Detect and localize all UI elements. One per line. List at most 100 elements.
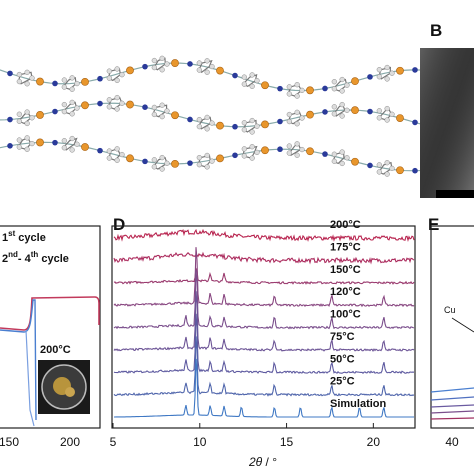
cu-atom [261, 146, 269, 155]
c-atom [196, 123, 202, 130]
c-atom [339, 88, 345, 94]
trace-label: 75°C [330, 331, 355, 343]
trace [430, 396, 474, 401]
cu-atom [396, 114, 404, 122]
c-atom [389, 111, 395, 117]
cu-atom [261, 120, 269, 129]
ring [241, 74, 258, 88]
x-tick-label: 15 [280, 435, 294, 449]
c-atom [16, 111, 22, 117]
ring [152, 156, 168, 170]
c-atom [114, 77, 120, 84]
trace-label: 50°C [330, 353, 355, 365]
c-atom [159, 166, 165, 172]
n-atom [412, 119, 418, 126]
cu-atom [396, 66, 404, 75]
pxrd-trace [114, 358, 414, 418]
c-atom [389, 165, 395, 172]
c-atom [114, 146, 120, 152]
n-atom [142, 63, 148, 70]
c-atom [339, 76, 345, 83]
trace [430, 417, 474, 420]
c-atom [249, 129, 255, 135]
c-atom [69, 86, 75, 92]
c-atom [241, 120, 247, 126]
c-atom [24, 81, 30, 87]
ring [198, 59, 213, 74]
ring [287, 111, 303, 125]
x-tick-label: 20 [367, 435, 381, 449]
c-atom [164, 160, 170, 166]
c-atom [61, 84, 67, 90]
cu-atom [216, 66, 224, 75]
cu-atom [81, 77, 89, 86]
c-atom [384, 105, 390, 112]
cu-atom [351, 106, 359, 115]
c-atom [294, 82, 300, 88]
n-atom [187, 116, 193, 123]
c-atom [69, 75, 75, 81]
c-atom [151, 164, 157, 170]
panel-letter: D [113, 215, 125, 234]
c-atom [389, 70, 395, 76]
c-atom [151, 111, 157, 118]
c-atom [164, 61, 170, 67]
c-atom [209, 158, 215, 164]
c-atom [344, 155, 350, 161]
c-atom [74, 105, 80, 111]
c-atom [69, 99, 75, 106]
n-atom [142, 104, 148, 111]
cu-atom [306, 110, 314, 119]
c-atom [331, 79, 337, 85]
cu-atom [171, 59, 179, 67]
c-atom [204, 164, 210, 170]
c-atom [204, 58, 210, 64]
c-atom [159, 55, 165, 61]
c-atom [106, 97, 112, 103]
plot-frame [111, 225, 416, 429]
cu-atom [216, 121, 224, 130]
crystals [65, 387, 75, 397]
c-atom [209, 63, 215, 70]
trace-label: 25°C [330, 376, 355, 388]
c-atom [159, 113, 165, 120]
c-atom [249, 72, 255, 78]
c-atom [119, 100, 125, 106]
x-tick-label: 200 [60, 435, 80, 449]
n-atom [97, 100, 103, 107]
c-atom [339, 149, 345, 155]
c-atom [331, 158, 337, 164]
c-atom [74, 141, 80, 147]
c-atom [286, 118, 292, 125]
pxrd-trace [113, 267, 415, 285]
annotation-line [451, 317, 474, 333]
c-atom [159, 154, 165, 161]
c-atom [29, 75, 35, 81]
c-atom [61, 77, 67, 83]
n-atom [322, 151, 328, 157]
c-atom [376, 115, 382, 121]
c-atom [286, 111, 292, 118]
c-atom [106, 75, 112, 81]
c-atom [114, 157, 120, 163]
inset-label: 200°C [40, 344, 71, 356]
n-atom [7, 70, 13, 77]
trace [430, 387, 474, 393]
c-atom [151, 64, 157, 71]
c-atom [69, 135, 75, 142]
cu-atom [306, 147, 314, 156]
c-atom [119, 72, 125, 78]
c-atom [376, 108, 382, 114]
n-atom [7, 143, 13, 149]
pxrd-trace [113, 228, 415, 242]
c-atom [159, 67, 165, 73]
c-atom [376, 67, 382, 73]
c-atom [384, 117, 390, 123]
n-atom [412, 167, 418, 174]
x-tick-label: 40 [445, 435, 459, 449]
pxrd-trace [113, 313, 415, 375]
ring [17, 71, 33, 85]
c-atom [339, 113, 345, 119]
cu-atom [126, 154, 134, 163]
c-atom [196, 162, 202, 168]
